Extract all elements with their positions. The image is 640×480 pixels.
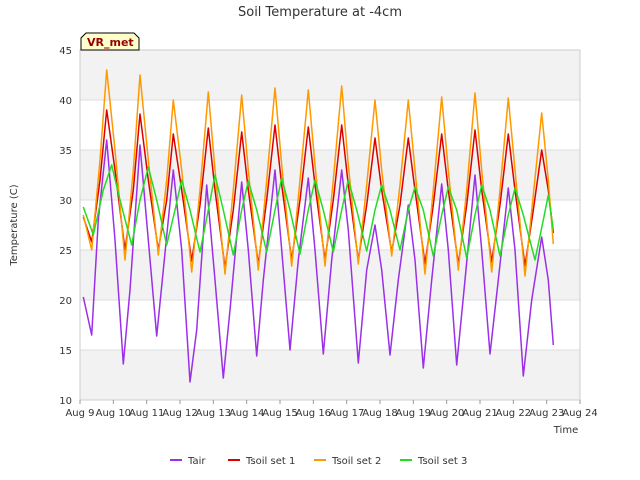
x-tick-label: Aug 14: [229, 408, 264, 419]
x-tick-label: Aug 18: [362, 408, 397, 419]
x-tick-label: Aug 13: [196, 408, 231, 419]
x-tick-label: Aug 9: [65, 408, 94, 419]
x-tick-label: Aug 15: [262, 408, 297, 419]
y-tick-label: 30: [59, 196, 72, 207]
y-tick-label: 25: [59, 246, 72, 257]
background-band: [80, 50, 580, 100]
y-axis-title: Temperature (C): [9, 184, 20, 266]
y-tick-label: 10: [59, 396, 72, 407]
background-band: [80, 350, 580, 400]
x-tick-label: Aug 20: [429, 408, 464, 419]
x-axis-title: Time: [553, 425, 578, 436]
y-tick-label: 35: [59, 146, 72, 157]
x-tick-label: Aug 16: [296, 408, 331, 419]
y-tick-label: 20: [59, 296, 72, 307]
x-tick-label: Aug 21: [462, 408, 497, 419]
series-line-tair: [82, 139, 555, 383]
y-tick-label: 40: [59, 96, 72, 107]
x-tick-label: Aug 11: [129, 408, 164, 419]
series-line-tsoil-set-2: [82, 69, 555, 277]
x-tick-label: Aug 17: [329, 408, 364, 419]
legend-label-tsoil-set-2: Tsoil set 2: [331, 456, 381, 467]
x-tick-label: Aug 24: [562, 408, 597, 419]
x-tick-label: Aug 22: [496, 408, 531, 419]
x-tick-label: Aug 12: [162, 408, 197, 419]
legend-label-tsoil-set-1: Tsoil set 1: [245, 456, 295, 467]
legend-label-tair: Tair: [187, 456, 206, 467]
background-band: [80, 150, 580, 200]
plot-border: [79, 49, 581, 401]
x-tick-label: Aug 10: [96, 408, 131, 419]
x-tick-label: Aug 23: [529, 408, 564, 419]
y-tick-label: 15: [59, 346, 72, 357]
series-line-tsoil-set-3: [82, 164, 555, 261]
y-tick-label: 45: [59, 46, 72, 57]
chart-title: Soil Temperature at -4cm: [238, 5, 402, 20]
x-tick-label: Aug 19: [396, 408, 431, 419]
station-badge-label: VR_met: [87, 36, 134, 49]
legend: Tair Tsoil set 1 Tsoil set 2 Tsoil set 3: [170, 456, 467, 467]
legend-label-tsoil-set-3: Tsoil set 3: [417, 456, 467, 467]
station-badge: VR_met: [80, 32, 140, 51]
